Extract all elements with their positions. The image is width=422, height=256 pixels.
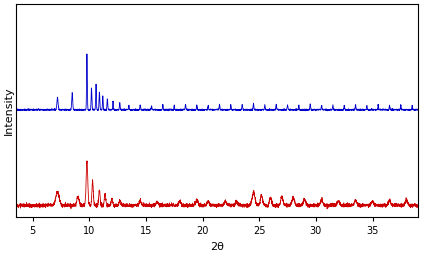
X-axis label: 2θ: 2θ [210,242,224,252]
Y-axis label: Intensity: Intensity [4,86,14,135]
